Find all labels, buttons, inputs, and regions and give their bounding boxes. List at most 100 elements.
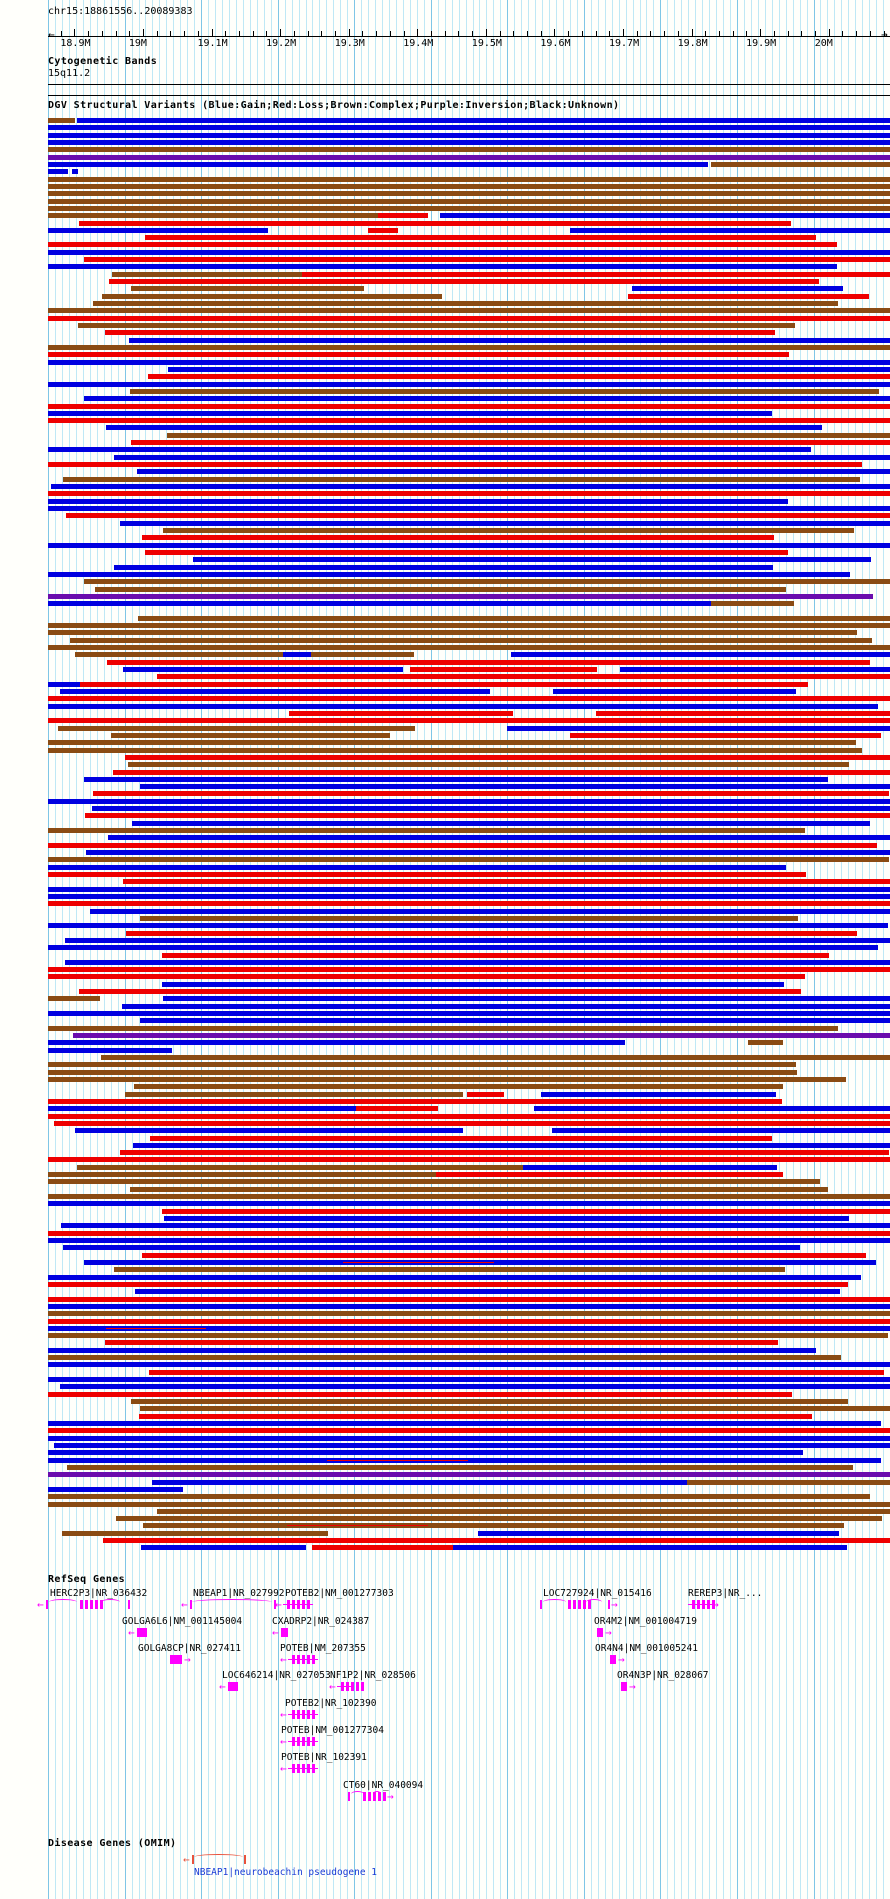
dgv-variant-bar[interactable] xyxy=(70,637,873,643)
dgv-variant-bar[interactable] xyxy=(137,469,890,475)
omim-gene-model[interactable]: ← xyxy=(183,1854,246,1865)
dgv-variant-bar[interactable] xyxy=(48,506,890,511)
dgv-variant-bar[interactable] xyxy=(48,1238,890,1243)
dgv-variant-bar[interactable] xyxy=(120,520,890,526)
refseq-gene-label[interactable]: OR4M2|NM_001004719 xyxy=(594,1616,697,1627)
dgv-variant-bar[interactable] xyxy=(551,1128,890,1134)
dgv-variant-bar[interactable] xyxy=(619,667,890,672)
dgv-variant-bar[interactable] xyxy=(74,652,415,658)
dgv-variant-bar[interactable] xyxy=(574,1150,889,1156)
dgv-variant-bar[interactable] xyxy=(83,579,890,585)
dgv-variant-bar[interactable] xyxy=(356,1106,439,1112)
dgv-variant-bar[interactable] xyxy=(747,1040,784,1046)
dgv-variant-bar[interactable] xyxy=(111,271,308,277)
dgv-variant-bar[interactable] xyxy=(48,696,890,702)
dgv-variant-bar[interactable] xyxy=(507,725,890,731)
dgv-variant-bar[interactable] xyxy=(48,1325,890,1331)
dgv-variant-bar[interactable] xyxy=(163,527,855,533)
dgv-variant-bar[interactable] xyxy=(66,1464,853,1470)
dgv-variant-bar[interactable] xyxy=(48,1069,798,1075)
refseq-gene-model[interactable]: → xyxy=(621,1681,636,1692)
refseq-gene-label[interactable]: LOC727924|NR_015416 xyxy=(543,1588,652,1599)
dgv-variant-bar[interactable] xyxy=(48,1377,890,1382)
dgv-variant-bar[interactable] xyxy=(48,352,790,358)
dgv-variant-bar[interactable] xyxy=(139,1406,890,1412)
dgv-variant-bar[interactable] xyxy=(63,476,860,482)
dgv-variant-bar[interactable] xyxy=(48,140,890,145)
dgv-variant-bar[interactable] xyxy=(48,118,75,123)
dgv-variant-bar[interactable] xyxy=(48,1318,890,1324)
dgv-variant-bar[interactable] xyxy=(301,271,572,277)
dgv-variant-bar[interactable] xyxy=(48,1311,890,1317)
dgv-variant-bar[interactable] xyxy=(48,1047,122,1053)
dgv-variant-bar[interactable] xyxy=(48,1274,861,1280)
dgv-variant-bar[interactable] xyxy=(48,132,890,138)
dgv-variant-bar[interactable] xyxy=(97,1011,117,1016)
dgv-variant-bar[interactable] xyxy=(440,213,890,219)
dgv-variant-bar[interactable] xyxy=(168,366,890,372)
refseq-gene-model[interactable]: → xyxy=(540,1599,618,1610)
dgv-variant-bar[interactable] xyxy=(48,491,890,497)
dgv-variant-bar[interactable] xyxy=(48,1391,793,1397)
dgv-variant-bar[interactable] xyxy=(129,1186,829,1192)
dgv-variant-bar[interactable] xyxy=(120,1150,661,1156)
refseq-gene-label[interactable]: LOC646214|NR_027053 xyxy=(222,1670,331,1681)
dgv-variant-bar[interactable] xyxy=(48,1501,890,1507)
dgv-variant-bar[interactable] xyxy=(54,1442,890,1448)
dgv-variant-bar[interactable] xyxy=(131,286,364,292)
dgv-variant-bar[interactable] xyxy=(133,1084,784,1090)
dgv-variant-bar[interactable] xyxy=(48,1486,183,1492)
dgv-variant-bar[interactable] xyxy=(192,557,871,563)
dgv-variant-bar[interactable] xyxy=(156,674,890,680)
dgv-variant-bar[interactable] xyxy=(48,630,857,636)
dgv-variant-bar[interactable] xyxy=(48,308,890,314)
dgv-variant-bar[interactable] xyxy=(79,989,801,995)
dgv-variant-bar[interactable] xyxy=(92,806,890,812)
dgv-variant-bar[interactable] xyxy=(48,864,787,870)
refseq-gene-model[interactable]: ← xyxy=(280,1709,318,1720)
dgv-variant-bar[interactable] xyxy=(48,1333,888,1339)
refseq-gene-model[interactable]: ← xyxy=(280,1736,318,1747)
dgv-variant-bar[interactable] xyxy=(452,1545,848,1551)
dgv-variant-bar[interactable] xyxy=(109,279,819,284)
dgv-variant-bar[interactable] xyxy=(161,952,829,958)
dgv-variant-bar[interactable] xyxy=(533,1106,890,1112)
dgv-variant-bar[interactable] xyxy=(48,703,878,709)
dgv-variant-bar[interactable] xyxy=(139,1413,813,1419)
dgv-variant-bar[interactable] xyxy=(83,257,890,263)
dgv-variant-bar[interactable] xyxy=(149,1369,884,1375)
dgv-variant-bar[interactable] xyxy=(710,601,795,607)
dgv-variant-bar[interactable] xyxy=(48,1347,817,1353)
dgv-variant-bar[interactable] xyxy=(95,586,786,592)
refseq-gene-model[interactable]: ← xyxy=(219,1681,238,1692)
dgv-variant-bar[interactable] xyxy=(48,740,857,746)
refseq-gene-label[interactable]: OR4N4|NM_001005241 xyxy=(595,1643,698,1654)
dgv-variant-bar[interactable] xyxy=(289,710,514,716)
dgv-variant-bar[interactable] xyxy=(101,293,443,299)
dgv-variant-bar[interactable] xyxy=(48,571,850,577)
dgv-variant-bar[interactable] xyxy=(632,286,843,292)
dgv-variant-bar[interactable] xyxy=(48,1303,890,1309)
dgv-variant-bar[interactable] xyxy=(116,1516,883,1522)
dgv-variant-bar[interactable] xyxy=(58,725,415,731)
dgv-variant-bar[interactable] xyxy=(48,125,890,131)
dgv-variant-bar[interactable] xyxy=(540,1091,776,1097)
dgv-variant-bar[interactable] xyxy=(48,747,863,753)
dgv-variant-bar[interactable] xyxy=(122,667,404,672)
dgv-variant-bar[interactable] xyxy=(48,213,428,219)
refseq-gene-label[interactable]: NBEAP1|NR_027992 xyxy=(193,1588,285,1599)
dgv-variant-bar[interactable] xyxy=(166,432,890,438)
dgv-variant-bar[interactable] xyxy=(569,227,890,233)
dgv-variant-bar[interactable] xyxy=(511,652,890,658)
dgv-variant-bar[interactable] xyxy=(107,835,890,841)
dgv-variant-bar[interactable] xyxy=(128,337,890,343)
dgv-variant-bar[interactable] xyxy=(48,161,708,167)
dgv-variant-bar[interactable] xyxy=(48,410,772,416)
dgv-variant-bar[interactable] xyxy=(48,1296,890,1302)
dgv-variant-bar[interactable] xyxy=(142,535,774,541)
dgv-variant-bar[interactable] xyxy=(48,418,890,424)
dgv-variant-bar[interactable] xyxy=(124,754,890,760)
dgv-variant-bar[interactable] xyxy=(144,235,817,241)
dgv-variant-bar[interactable] xyxy=(89,908,890,914)
dgv-variant-bar[interactable] xyxy=(65,937,890,943)
